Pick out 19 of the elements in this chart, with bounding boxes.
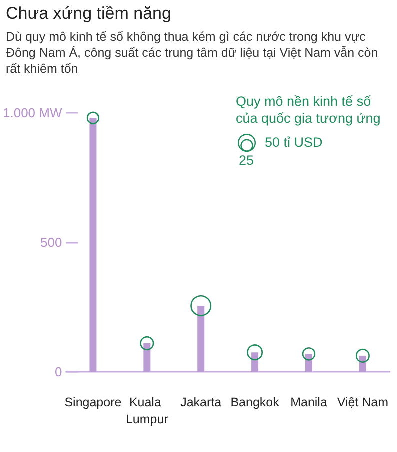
x-tick-label: Manila [290,396,328,410]
bar [144,344,151,372]
bar [252,352,259,372]
y-tick-label: 500 [40,235,62,250]
x-tick-label: Jakarta [180,396,222,410]
legend-title: Quy mô nền kinh tế số của quốc gia tương ứng [236,93,382,127]
x-tick-label: Việt Nam [337,396,389,410]
x-tick-label: Singapore [64,396,122,410]
legend-label: 50 tỉ USD [265,135,324,150]
chart-subtitle: Dù quy mô kinh tế số không thua kém gì các nước trong khu vực Đông Nam Á, công suất các trung tâm dữ liệu tại Việt Nam vẫn còn rất khiêm tốn [6,29,380,77]
x-tick-label: Kuala Lumpur [126,396,168,426]
bar [198,306,205,372]
bar [90,118,97,372]
y-tick-label: 0 [55,364,62,380]
legend-label: 25 [239,153,254,168]
bar [306,354,312,372]
y-tick-label: 1.000 MW [2,106,63,120]
x-tick-label: Bangkok [230,396,280,410]
chart-title: Chưa xứng tiềm năng [6,4,172,24]
